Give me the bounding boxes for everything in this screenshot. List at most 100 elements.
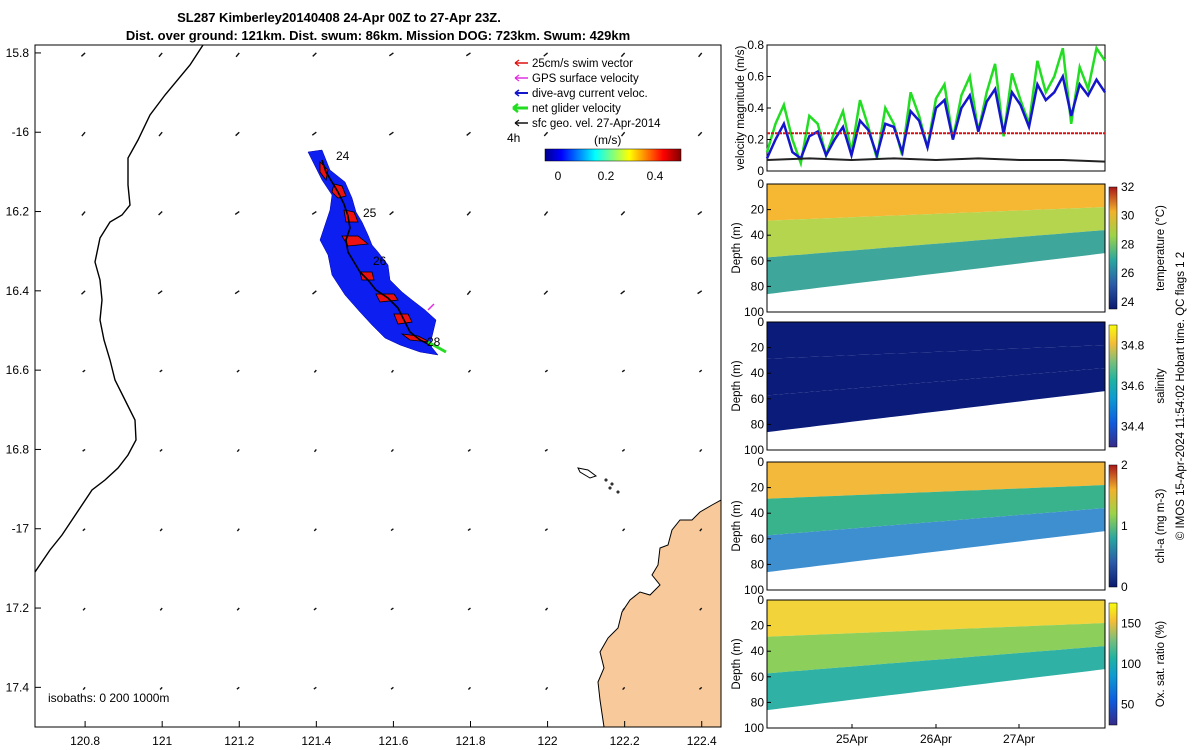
current-vector: [620, 211, 626, 216]
current-vector: [467, 607, 471, 611]
map-x-tick-label: 121.8: [455, 734, 485, 748]
island-cluster: [577, 467, 620, 494]
section-y-tick-label: 0: [757, 455, 764, 469]
current-vector: [157, 290, 163, 295]
map-colorbar-tick: 0.4: [647, 169, 664, 183]
current-vector: [544, 369, 549, 373]
section-data-band: [767, 485, 1105, 536]
velocity-series-line: [765, 72, 1107, 161]
map-x-tick-label: 122: [538, 734, 558, 748]
current-vector: [390, 369, 394, 373]
map-y-tick-label: -17: [12, 522, 30, 536]
section-colorbar-tick: 100: [1121, 657, 1141, 671]
section-y-tick-label: 20: [751, 341, 765, 355]
gps-velocity-arrow: [427, 303, 435, 311]
land-mass: [597, 499, 721, 727]
current-vector: [158, 211, 163, 216]
current-vector: [698, 52, 703, 58]
current-vector: [390, 686, 394, 690]
current-vector: [159, 607, 163, 611]
section-data-band: [767, 345, 1105, 396]
current-vector: [621, 369, 626, 373]
map-y-tick-label: 16.8: [6, 442, 30, 456]
current-vector: [467, 369, 471, 373]
current-vector: [388, 52, 394, 57]
section-colorbar-tick: 0: [1121, 580, 1128, 594]
velocity-ylabel: velocity magnitude (m/s): [735, 46, 747, 171]
velocity-y-tick-label: 0: [757, 164, 764, 178]
section-colorbar: [1108, 464, 1118, 588]
current-vector: [81, 290, 86, 295]
date-x-tick-label: 25Apr: [836, 732, 868, 746]
section-colorbar-label: temperature (°C): [1155, 205, 1167, 291]
section-y-tick-label: 100: [744, 721, 764, 735]
section-ylabel: Depth (m): [731, 222, 743, 273]
current-vector: [543, 52, 549, 57]
map-y-tick-label: 16.4: [6, 284, 30, 298]
current-vector: [544, 607, 549, 611]
map-colorbar-label: (m/s): [594, 133, 621, 147]
section-data-band: [767, 623, 1105, 674]
current-vector: [699, 607, 703, 611]
map-panel: 24 25 26 28 120.8 121 121.2 121.4 121.6 121.8…: [6, 44, 722, 748]
current-vector: [467, 448, 471, 452]
map-x-tick-label: 122.4: [687, 734, 717, 748]
current-vector: [311, 131, 317, 136]
section-colorbar-tick: 28: [1121, 237, 1135, 251]
section-y-tick-label: 0: [757, 593, 764, 607]
section-colorbar: [1108, 324, 1118, 448]
current-vector: [82, 448, 86, 452]
section-y-tick-label: 60: [751, 670, 765, 684]
current-vector: [313, 369, 317, 373]
footer-credit: © IMOS 15-Apr-2024 11:54:02 Hobart time.…: [1175, 252, 1187, 540]
current-vector: [390, 528, 394, 532]
section-colorbar-tick: 30: [1121, 209, 1135, 223]
current-vector: [159, 448, 163, 452]
section-colorbar-tick: 1: [1121, 519, 1128, 533]
current-vector: [236, 369, 240, 373]
section-ylabel: Depth (m): [731, 360, 743, 411]
current-vector: [697, 290, 703, 295]
current-vector: [698, 369, 703, 373]
section-y-tick-label: 0: [757, 177, 764, 191]
velocity-y-tick-label: 0.8: [747, 38, 764, 52]
current-vector: [234, 210, 240, 216]
current-vector: [234, 290, 240, 295]
section-y-tick-label: 80: [751, 279, 765, 293]
net-glider-velocity-arrow: [427, 340, 447, 354]
map-axes-frame: [34, 44, 722, 728]
section-y-tick-label: 40: [751, 366, 765, 380]
current-vector: [82, 528, 86, 532]
section-colorbar-tick: 32: [1121, 180, 1135, 194]
current-vector: [390, 607, 394, 611]
section-data-band: [767, 322, 1105, 359]
section-y-tick-label: 20: [751, 203, 765, 217]
section-data-band: [767, 230, 1105, 295]
current-vector: [311, 210, 317, 215]
section-y-tick-label: 100: [744, 583, 764, 597]
current-vector: [159, 686, 163, 690]
velocity-y-axis: 0 0.2 0.4 0.6 0.8: [747, 38, 771, 178]
current-vector: [82, 369, 86, 373]
section-y-tick-label: 60: [751, 532, 765, 546]
section-panel: 0 20 40 60 80 100 Depth (m) 34.4 34.6 34.8 salinit…: [731, 315, 1167, 457]
current-vector: [312, 290, 317, 295]
section-y-tick-label: 20: [751, 619, 765, 633]
section-y-tick-label: 40: [751, 228, 765, 242]
map-x-tick-label: 121.4: [301, 734, 331, 748]
current-vector: [545, 686, 549, 691]
current-vector: [697, 131, 703, 137]
current-vector: [622, 686, 626, 691]
map-y-tick-label: 17.2: [6, 601, 30, 615]
section-y-tick-label: 80: [751, 417, 765, 431]
map-y-axis: 15.8 -16 16.2 16.4 16.6 16.8 -17 17.2 17.4: [6, 46, 41, 694]
section-colorbar-tick: 34.8: [1121, 338, 1145, 352]
section-colorbar: [1108, 186, 1118, 310]
section-panel: 0 20 40 60 80 100 Depth (m) 0 1 2 chl-a (mg m-3): [731, 455, 1167, 597]
section-axes-frame: [766, 321, 1106, 451]
map-colorbar-tick: 0.2: [598, 169, 615, 183]
current-vector: [543, 131, 549, 137]
current-vector: [622, 607, 626, 611]
current-vector: [236, 528, 240, 532]
